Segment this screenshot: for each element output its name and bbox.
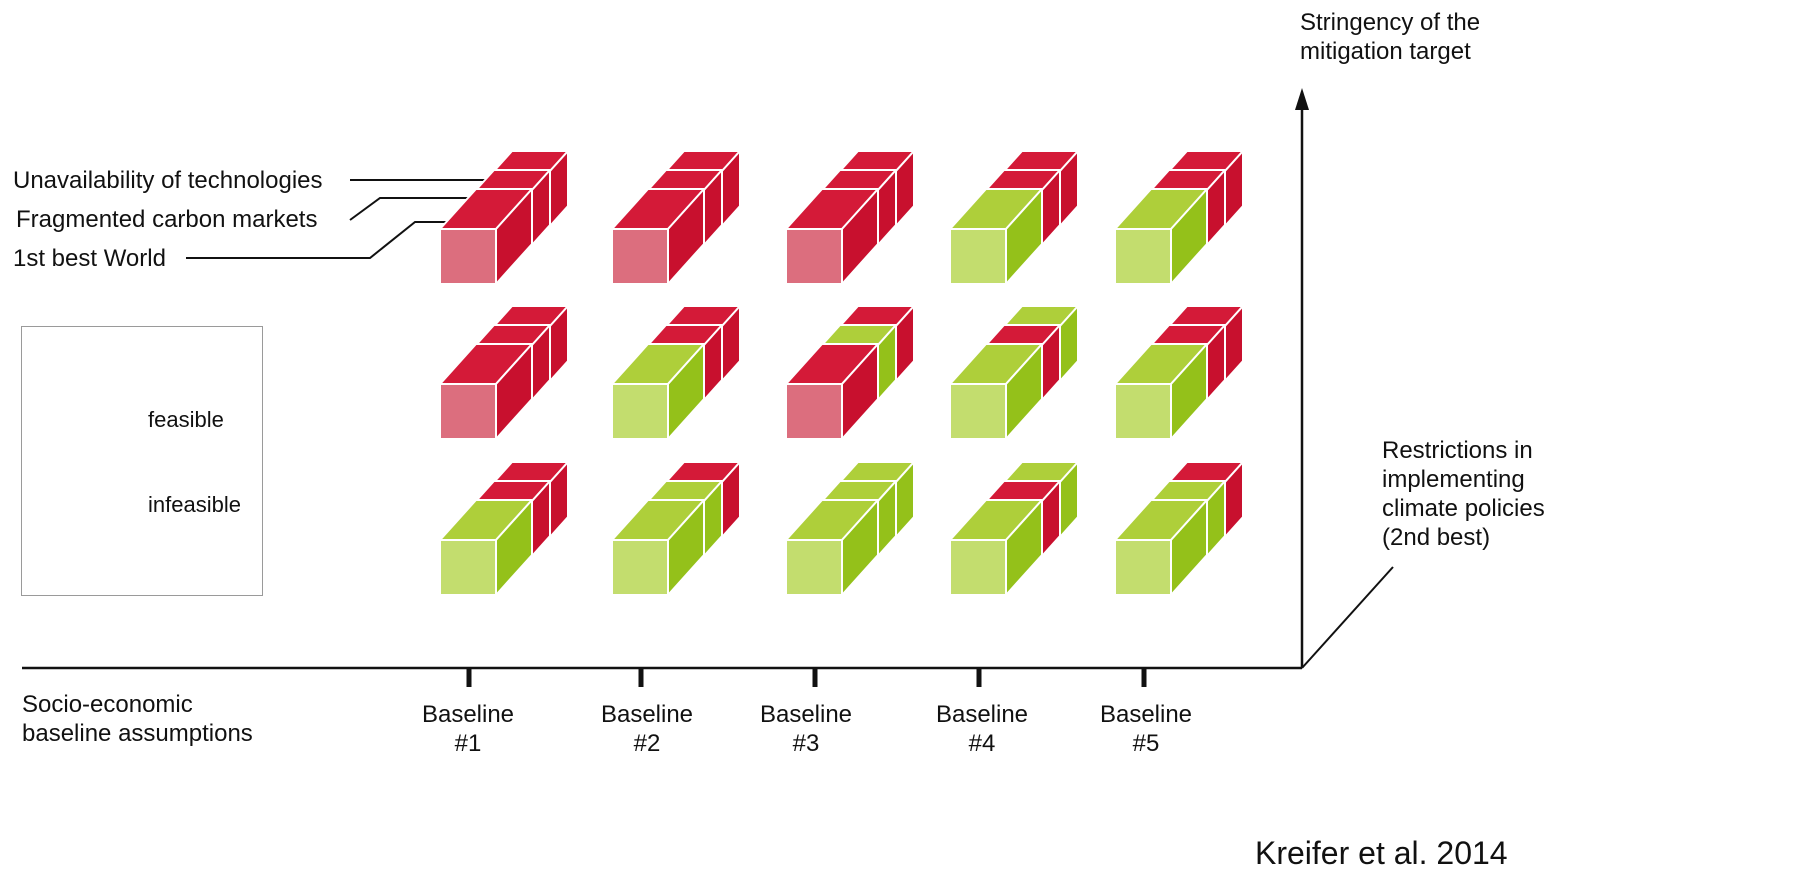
baseline-1-label: Baseline #1 (421, 701, 515, 757)
baseline-2-label: Baseline #2 (600, 701, 694, 757)
cube-front-face (1114, 228, 1172, 285)
cube-feasible (439, 499, 533, 596)
cube-stack (785, 461, 915, 596)
z-axis-label-line4: (2nd best) (1382, 524, 1491, 551)
cube-stack (439, 461, 569, 596)
cube-front-face (949, 539, 1007, 596)
label-first-best: 1st best World (13, 245, 166, 272)
cube-stack (949, 461, 1079, 596)
cube-feasible (1114, 188, 1208, 285)
y-axis-arrowhead (1295, 88, 1309, 110)
cube-stack (1114, 305, 1244, 440)
cube-front-face (949, 228, 1007, 285)
cube-feasible (949, 188, 1043, 285)
cube-front-face (439, 383, 497, 440)
cube-front-face (785, 383, 843, 440)
cube-feasible (949, 499, 1043, 596)
cube-front-face (785, 228, 843, 285)
cube-front-face (1114, 383, 1172, 440)
legend-infeasible-label: infeasible (148, 492, 241, 517)
cube-stack (611, 461, 741, 596)
y-axis-label-line1: Stringency of the (1300, 9, 1481, 36)
cube-feasible (785, 499, 879, 596)
cube-infeasible (785, 343, 879, 440)
legend: feasible infeasible (21, 326, 263, 596)
cube-front-face (785, 539, 843, 596)
cube-stack (1114, 461, 1244, 596)
cube-stack (611, 305, 741, 440)
z-axis-label-line1: Restrictions in (1382, 437, 1533, 464)
cube-stack (785, 305, 915, 440)
cube-stack (1114, 150, 1244, 285)
legend-feasible-label: feasible (148, 407, 224, 432)
cube-infeasible (611, 188, 705, 285)
label-unavailability: Unavailability of technologies (13, 167, 323, 194)
cube-feasible (1114, 499, 1208, 596)
cube-stack (439, 150, 569, 285)
cube-feasible (611, 499, 705, 596)
cube-front-face (949, 383, 1007, 440)
cube-grid (439, 150, 1244, 596)
z-axis-line (1301, 566, 1394, 669)
cube-stack (439, 305, 569, 440)
label-fragmented: Fragmented carbon markets (16, 206, 318, 233)
cube-feasible (611, 343, 705, 440)
cube-stack (611, 150, 741, 285)
baseline-4-label: Baseline #4 (935, 701, 1029, 757)
cube-stack (785, 150, 915, 285)
cube-front-face (611, 539, 669, 596)
cube-infeasible (439, 343, 533, 440)
cube-front-face (611, 228, 669, 285)
cube-feasible (949, 343, 1043, 440)
citation: Kreifer et al. 2014 (1255, 835, 1508, 871)
cube-infeasible (785, 188, 879, 285)
y-axis-label-line2: mitigation target (1300, 38, 1471, 65)
cube-stack (949, 150, 1079, 285)
baseline-ticks (466, 668, 1147, 687)
z-axis-label-line3: climate policies (1382, 495, 1545, 522)
baseline-3-label: Baseline #3 (759, 701, 853, 757)
cube-front-face (1114, 539, 1172, 596)
baseline-5-label: Baseline #5 (1099, 701, 1193, 757)
cube-front-face (439, 228, 497, 285)
x-axis-label-line2: baseline assumptions (22, 720, 253, 747)
cube-feasible (1114, 343, 1208, 440)
cube-front-face (439, 539, 497, 596)
x-axis-label-line1: Socio-economic (22, 691, 193, 718)
cube-infeasible (439, 188, 533, 285)
cube-front-face (611, 383, 669, 440)
cube-stack (949, 305, 1079, 440)
z-axis-label-line2: implementing (1382, 466, 1525, 493)
leader-line-fragmented (349, 197, 497, 221)
